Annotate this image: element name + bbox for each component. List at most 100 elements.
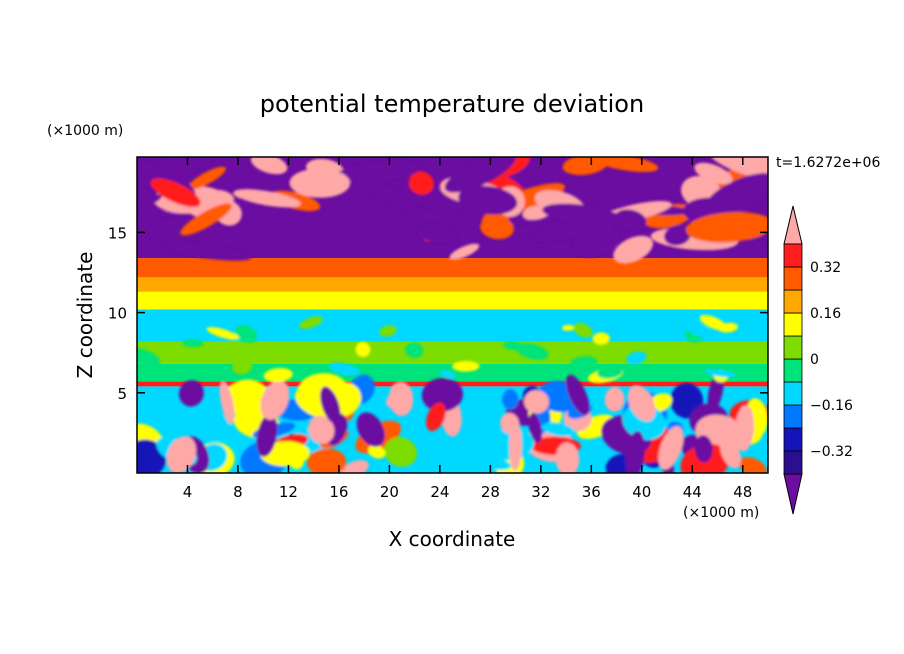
colorbar-segment (783, 312, 803, 337)
field-patch (329, 362, 361, 376)
field-patch (250, 157, 288, 175)
field-patch (178, 380, 204, 407)
field-patch (355, 341, 371, 358)
colorbar-segment (783, 381, 803, 406)
x-tick-label: 16 (329, 483, 348, 501)
x-unit-label: (×1000 m) (683, 505, 759, 521)
field-patch (191, 410, 232, 441)
x-axis-ticks: 4 8 12 16 20 24 28 32 36 40 44 48 (183, 157, 752, 501)
field-patch (444, 328, 461, 338)
colorbar-segment (783, 450, 803, 475)
colorbar-over-arrow (783, 205, 803, 245)
field-patch (263, 367, 293, 383)
field-patch (388, 381, 414, 417)
field-layer (137, 277, 768, 292)
field-patch (604, 387, 625, 412)
field-patch (444, 157, 516, 193)
field-patch (379, 325, 397, 337)
colorbar-under-arrow (783, 473, 803, 515)
y-tick-label: 5 (117, 385, 127, 403)
field-patch (570, 356, 598, 369)
field-patch (502, 389, 519, 410)
colorbar-tick-label: −0.32 (810, 444, 853, 460)
field-patch (367, 444, 386, 459)
field-patch (613, 235, 654, 264)
field-patch (206, 327, 240, 340)
field-patch (219, 380, 235, 425)
field-patch (188, 166, 226, 190)
field-patch (235, 324, 258, 343)
x-tick-label: 12 (279, 483, 298, 501)
field-patch (658, 426, 684, 470)
colorbar-tick-label: 0.16 (810, 306, 841, 322)
field-patch (439, 369, 457, 379)
field-patch (426, 402, 446, 432)
field-patch (384, 437, 418, 467)
field-patch (523, 390, 549, 414)
field-patch (707, 373, 724, 412)
field-patch (137, 347, 161, 367)
field-patch (720, 437, 742, 469)
field-patch (541, 422, 575, 437)
y-axis-label: Z coordinate (73, 252, 97, 379)
field-patch (299, 316, 323, 329)
field-patch (699, 314, 728, 331)
field-patch (480, 216, 514, 240)
colorbar-segment (783, 427, 803, 452)
field-patch (320, 386, 341, 424)
field-patch (592, 332, 610, 345)
y-axis-ticks: 5 10 15 (108, 224, 768, 403)
field-patch (688, 348, 702, 357)
colorbar-segment (783, 243, 803, 268)
field-patch (231, 359, 253, 375)
field-patch (256, 413, 278, 457)
x-tick-label: 40 (632, 483, 651, 501)
colorbar-segment (783, 335, 803, 360)
field-patch (626, 351, 647, 365)
field-patch (738, 457, 767, 473)
field-patch (573, 226, 619, 258)
field-patch (708, 157, 768, 181)
field-patch (596, 366, 623, 379)
field-patch (469, 455, 512, 471)
field-layer (137, 341, 768, 364)
field-patch (573, 322, 593, 338)
x-tick-label: 36 (582, 483, 601, 501)
field-patch (408, 171, 434, 195)
field-patch (704, 369, 737, 378)
colorbar-tick-label: 0 (810, 352, 819, 368)
field-layer (137, 258, 768, 278)
x-tick-label: 24 (430, 483, 449, 501)
field-patch (137, 194, 162, 216)
field-patch (561, 324, 575, 331)
y-unit-label: (×1000 m) (47, 123, 123, 139)
field-patch (735, 405, 755, 452)
field-patch (542, 203, 624, 227)
chart-title: potential temperature deviation (260, 90, 644, 118)
y-tick-label: 10 (108, 305, 127, 323)
field-patch (565, 374, 590, 416)
field-patch (233, 189, 301, 208)
field-patch (685, 212, 768, 243)
field-patch (449, 243, 480, 260)
plot-frame (136, 156, 769, 474)
field-patch (166, 436, 197, 473)
contour-field (137, 157, 768, 473)
field-patch (150, 178, 201, 207)
y-tick-label: 15 (108, 224, 127, 242)
field-patch (260, 380, 290, 420)
colorbar-segment (783, 404, 803, 429)
field-patch (308, 415, 335, 444)
field-patch (180, 203, 232, 236)
field-patch (528, 412, 543, 443)
field-patch (340, 460, 369, 473)
colorbar: 0.32 0.16 0 −0.16 −0.32 (783, 205, 853, 515)
field-patch (356, 412, 385, 447)
colorbar-segment (783, 358, 803, 383)
field-patch (352, 174, 420, 213)
field-patch (694, 162, 733, 185)
field-patch (694, 435, 713, 463)
field-patch (664, 225, 691, 246)
colorbar-segment (783, 266, 803, 291)
